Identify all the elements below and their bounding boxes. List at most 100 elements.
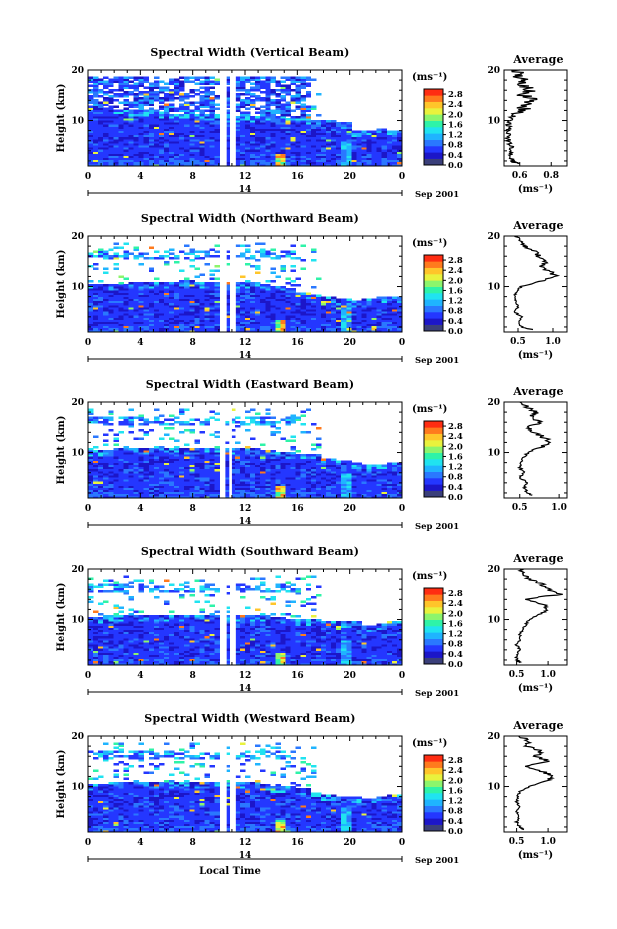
y-tick-label: 10 (71, 117, 84, 127)
colorbar-swatch (424, 594, 443, 601)
average-frame (503, 69, 568, 167)
data-gap-1 (221, 402, 226, 498)
average-x-tick-label: 0.5 (509, 837, 525, 847)
colorbar-swatch (424, 305, 443, 313)
average-frame (503, 735, 568, 833)
x-tick-label: 16 (291, 172, 304, 182)
x-axis-label: Local Time (199, 866, 261, 877)
colorbar-swatch (424, 158, 443, 166)
average-x-tick-label: 0.5 (510, 337, 526, 347)
average-profile-line (513, 568, 563, 664)
colorbar-tick-label: 0.0 (448, 161, 463, 171)
x-tick-label: 20 (343, 338, 356, 348)
colorbar-swatch (424, 805, 443, 813)
y-tick-label: 10 (71, 283, 84, 293)
colorbar-swatch (424, 632, 443, 639)
colorbar-tick-label: 2.8 (448, 422, 463, 432)
heatmap-cells (88, 408, 403, 499)
colorbar-swatch (424, 471, 443, 479)
colorbar-tick-label: 1.2 (448, 297, 463, 307)
y-tick-label: 20 (71, 732, 84, 742)
x-tick-label: 4 (137, 504, 143, 514)
average-frame (503, 401, 568, 499)
colorbar-swatch (424, 127, 443, 134)
colorbar-tick-label: 0.4 (448, 483, 463, 493)
heatmap-cells (88, 575, 403, 666)
average-y-tick-label: 20 (487, 66, 500, 76)
panel-1: Spectral Width (Vertical Beam) 0 4 8 12 16 20 0… (56, 46, 568, 200)
colorbar-tick-label: 0.4 (448, 650, 463, 660)
panel-title: Spectral Width (Eastward Beam) (146, 378, 354, 391)
colorbar-tick-label: 2.8 (448, 90, 463, 100)
heatmap-cells (88, 76, 403, 167)
colorbar-swatch (424, 780, 443, 787)
colorbar-tick-label: 0.8 (448, 640, 463, 650)
heatmap-cells (88, 242, 403, 333)
colorbar-tick-label: 1.2 (448, 131, 463, 141)
colorbar-swatch (424, 638, 443, 646)
colorbar-swatch (424, 619, 443, 627)
colorbar-swatch (424, 274, 443, 281)
colorbar-swatch (424, 767, 443, 775)
panel-title: Spectral Width (Westward Beam) (144, 712, 355, 725)
colorbar-swatch (424, 255, 443, 262)
average-y-tick-label: 20 (487, 732, 500, 742)
colorbar-tick-label: 0.0 (448, 660, 463, 670)
date-label: Sep 2001 (415, 522, 459, 532)
average-profile-line (513, 735, 555, 831)
y-tick-label: 20 (71, 565, 84, 575)
x-tick-label: 20 (343, 838, 356, 848)
data-gap-1 (221, 70, 227, 166)
colorbar-swatch (424, 261, 443, 268)
colorbar-tick-label: 2.8 (448, 756, 463, 766)
y-axis-label: Height (km) (56, 250, 67, 319)
data-gap-1 (221, 236, 227, 332)
colorbar-tick-label: 0.0 (448, 493, 463, 503)
x-tick-label: 20 (343, 504, 356, 514)
colorbar-tick-label: 0.8 (448, 141, 463, 151)
x-tick-label: 0 (399, 172, 405, 182)
colorbar-swatch (424, 484, 443, 491)
x-tick-label: 0 (399, 838, 405, 848)
colorbar-swatch (424, 799, 443, 806)
y-axis-label: Height (km) (56, 84, 67, 153)
colorbar-swatch (424, 89, 443, 96)
colorbar-swatch (424, 114, 443, 121)
x-tick-label: 12 (239, 838, 252, 848)
colorbar-swatch (424, 152, 443, 159)
x-tick-label: 8 (190, 504, 196, 514)
x-tick-label: 4 (137, 671, 143, 681)
x-tick-label: 8 (190, 172, 196, 182)
average-y-tick-label: 20 (487, 232, 500, 242)
average-title: Average (512, 719, 564, 732)
average-x-tick-label: 0.5 (509, 670, 525, 680)
panel-4: Spectral Width (Southward Beam) 0 4 8 12 16 20… (56, 545, 568, 699)
colorbar-swatch (424, 267, 443, 275)
x-tick-label: 12 (239, 338, 252, 348)
colorbar-swatch (424, 645, 443, 652)
colorbar-swatch (424, 613, 443, 620)
average-x-label: (ms⁻¹) (518, 683, 553, 694)
y-tick-label: 10 (71, 783, 84, 793)
y-axis-label: Height (km) (56, 583, 67, 652)
x-tick-label: 0 (399, 671, 405, 681)
average-title: Average (512, 219, 564, 232)
y-tick-label: 20 (71, 232, 84, 242)
colorbar-swatch (424, 600, 443, 608)
x-tick-label: 8 (190, 338, 196, 348)
colorbar-swatch (424, 626, 443, 633)
average-x-tick-label: 0.6 (512, 171, 528, 181)
colorbar-swatch (424, 108, 443, 115)
data-gap-2 (229, 402, 232, 498)
date-day-label: 14 (239, 684, 252, 694)
data-gap-1 (221, 569, 227, 665)
x-tick-label: 4 (137, 838, 143, 848)
colorbar-swatch (424, 588, 443, 595)
y-tick-label: 20 (71, 66, 84, 76)
colorbar-tick-label: 0.8 (448, 473, 463, 483)
colorbar-frame (423, 88, 444, 166)
colorbar-tick-label: 2.8 (448, 256, 463, 266)
colorbar-swatch (424, 490, 443, 498)
colorbar-swatch (424, 146, 443, 153)
